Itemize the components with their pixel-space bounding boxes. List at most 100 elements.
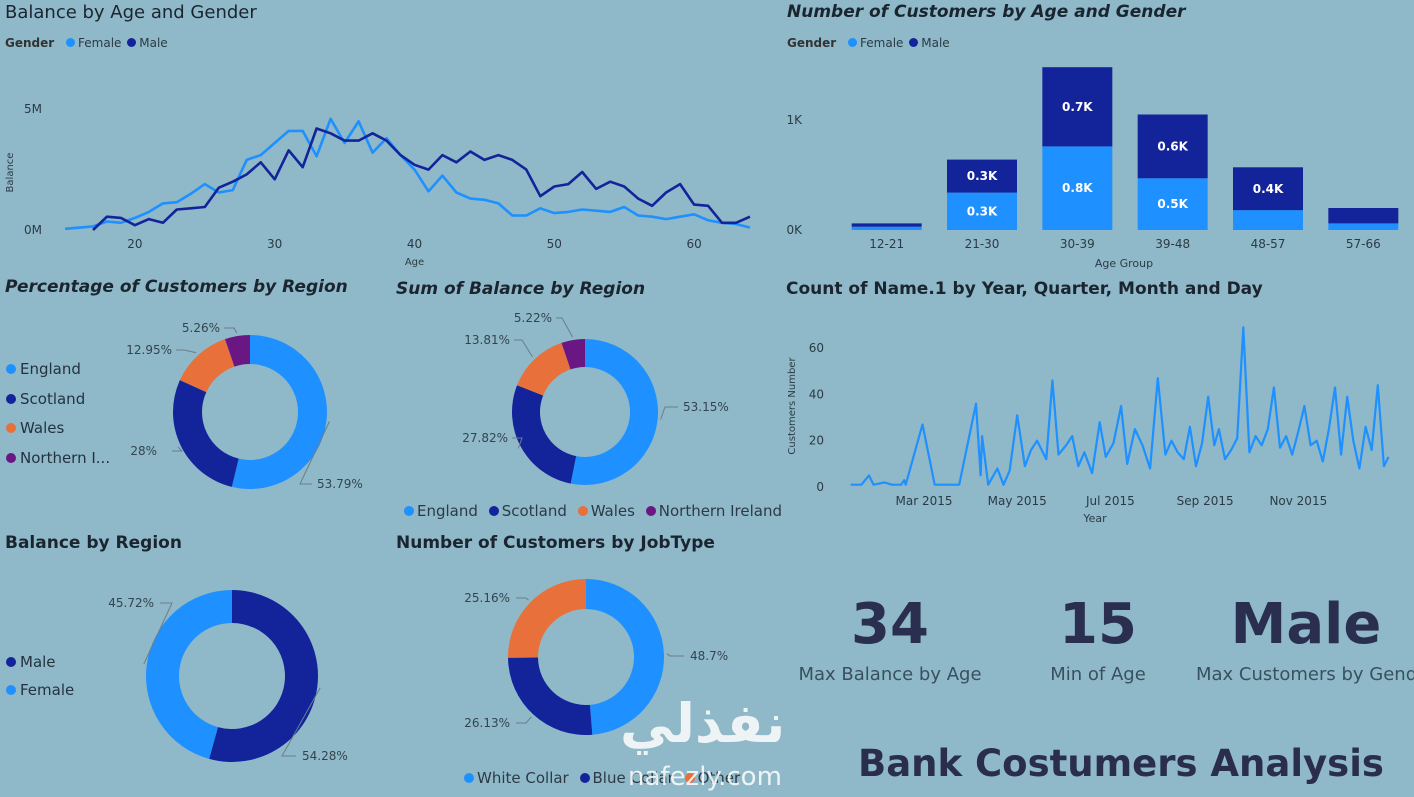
slice-northern-ireland [561, 339, 585, 370]
bar-male [851, 223, 922, 227]
data-label: 48.7% [690, 649, 728, 663]
slice-northern-ireland [225, 335, 250, 367]
legend-title: Gender [787, 36, 837, 50]
legend-male: Male [139, 36, 168, 50]
legend-female: Female [20, 681, 75, 699]
x-tick-label: May 2015 [988, 494, 1047, 508]
x-axis-label: Age [405, 257, 424, 268]
x-tick-label: 57-66 [1346, 237, 1381, 251]
chart-customers-jobtype[interactable]: 48.7% 26.13% 25.16% [440, 570, 760, 765]
wales-swatch-icon [6, 423, 16, 433]
x-tick-label: 48-57 [1251, 237, 1286, 251]
bar-male [1042, 67, 1113, 147]
chart-count-name[interactable]: 0 20 40 60 Mar 2015 May 2015 Jul 2015 Sep 2015 N… [780, 305, 1414, 530]
legend-title: Gender [5, 36, 55, 50]
data-label: 25.16% [464, 591, 510, 605]
watermark-arabic: نفذلي [620, 692, 786, 755]
legend-male: Male [921, 36, 950, 50]
legend-pct-customers-region[interactable]: England Scotland Wales Northern I... [6, 360, 110, 478]
series-line-female [64, 117, 751, 231]
leader-line [512, 437, 523, 449]
blue-collar-swatch-icon [579, 773, 590, 783]
legend-female: Female [860, 36, 904, 50]
northern-ireland-swatch-icon [645, 506, 656, 516]
x-tick-label: 30-39 [1060, 237, 1095, 251]
data-label: 0.8K [1062, 181, 1093, 195]
other-swatch-icon [684, 773, 695, 783]
data-label: 45.72% [108, 596, 154, 610]
y-tick-label: 5M [24, 102, 42, 116]
y-axis-label: Balance [5, 153, 16, 193]
chart-sum-balance-region[interactable]: 53.15% 27.82% 13.81% 5.22% [440, 300, 760, 500]
legend-other: Other [697, 769, 741, 787]
slice-white-collar [586, 579, 664, 735]
data-label: 28% [130, 444, 157, 458]
slice-scotland [172, 380, 239, 487]
slice-other [508, 579, 586, 658]
leader-line [281, 687, 321, 757]
slice-male [209, 590, 319, 762]
bar-female [1328, 223, 1399, 230]
legend-wales: Wales [590, 502, 635, 520]
bar-female [1137, 178, 1208, 230]
series-line-count [850, 326, 1390, 486]
kpi-min-age-label: Min of Age [1050, 664, 1146, 685]
slice-wales [179, 339, 235, 393]
white-collar-swatch-icon [464, 773, 474, 783]
y-tick-label: 20 [809, 434, 824, 448]
leader-line [516, 597, 529, 601]
x-tick-label: Jul 2015 [1085, 494, 1135, 508]
legend-sum-balance-region[interactable]: England Scotland Wales Northern Ireland [402, 502, 782, 520]
legend-customers-age-gender[interactable]: Gender Female Male [787, 36, 950, 50]
title-balance-age-gender: Balance by Age and Gender [5, 2, 257, 23]
chart-balance-region[interactable]: 54.28% 45.72% [60, 570, 400, 790]
legend-female: Female [78, 36, 122, 50]
data-label: 12.95% [126, 343, 172, 357]
x-tick-label: 20 [127, 237, 142, 251]
dashboard-title: Bank Costumers Analysis [858, 742, 1384, 785]
data-label: 26.13% [464, 716, 510, 730]
female-swatch-icon [66, 38, 76, 47]
x-tick-label: 21-30 [965, 237, 1000, 251]
scotland-swatch-icon [488, 506, 499, 516]
legend-wales: Wales [20, 419, 65, 437]
chart-balance-age-gender[interactable]: 0M 5M 20 30 40 50 60 Age Balance [0, 60, 770, 275]
y-tick-label: 40 [809, 387, 824, 401]
data-label: 0.3K [967, 204, 998, 218]
scotland-swatch-icon [6, 393, 16, 404]
bar-male [1233, 167, 1303, 211]
bar-female [1042, 146, 1113, 230]
legend-customers-jobtype[interactable]: White Collar Blue Collar Other [462, 769, 740, 787]
legend-scotland: Scotland [501, 502, 567, 520]
wales-swatch-icon [577, 506, 588, 516]
kpi-min-age-value: 15 [1059, 592, 1137, 657]
title-pct-customers-region: Percentage of Customers by Region [5, 277, 348, 297]
slice-blue-collar [508, 657, 593, 735]
x-axis-label: Year [1082, 512, 1107, 525]
x-tick-label: Nov 2015 [1269, 494, 1327, 508]
data-label: 54.28% [302, 749, 348, 763]
bar-male [1328, 208, 1399, 224]
title-balance-region: Balance by Region [5, 533, 182, 553]
y-tick-label: 60 [809, 341, 824, 355]
data-label: 0.5K [1157, 197, 1188, 211]
leader-line [516, 716, 532, 724]
data-label: 0.6K [1157, 139, 1188, 153]
title-customers-jobtype: Number of Customers by JobType [396, 533, 715, 553]
slice-female [146, 590, 232, 759]
legend-balance-region[interactable]: Male Female [6, 653, 74, 709]
bar-female [851, 226, 922, 230]
data-label: 0.7K [1062, 100, 1093, 114]
slice-england [231, 335, 328, 489]
y-tick-label: 0K [786, 223, 803, 237]
legend-blue-collar: Blue Collar [592, 769, 674, 787]
legend-male: Male [20, 653, 56, 671]
chart-customers-age-gender[interactable]: 0K 1K 12-21 0.3K 0.3K 21-30 0.8K 0.7K 30-39 0.5K 0… [770, 60, 1414, 275]
x-tick-label: Sep 2015 [1177, 494, 1234, 508]
bar-male [947, 159, 1017, 193]
y-axis-label: Customers Number [787, 357, 798, 455]
y-tick-label: 0 [816, 480, 824, 494]
leader-line [660, 406, 678, 420]
legend-balance-age-gender[interactable]: Gender Female Male [5, 36, 168, 50]
chart-pct-customers-region[interactable]: 53.79% 28% 12.95% 5.26% [110, 300, 390, 500]
